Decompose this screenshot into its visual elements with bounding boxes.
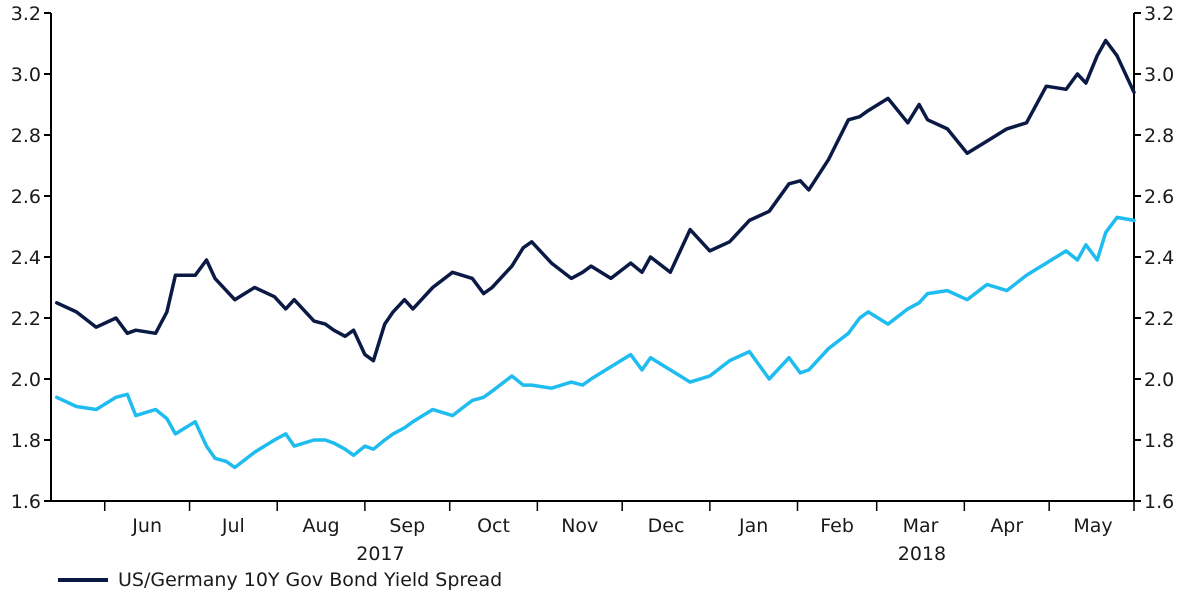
y-tick-label-right: 2.8: [1144, 125, 1174, 147]
y-tick-label-left: 2.6: [11, 186, 41, 208]
x-tick-label: Mar: [903, 515, 939, 537]
series-line-us-germany-spread: [54, 38, 1136, 363]
x-tick-label: Jan: [738, 515, 768, 537]
y-tick-label-right: 2.6: [1144, 186, 1174, 208]
series-layer: [54, 38, 1136, 470]
y-tick-label-right: 3.2: [1144, 3, 1174, 25]
y-tick-label-left: 1.6: [11, 491, 41, 513]
y-tick-label-left: 2.8: [11, 125, 41, 147]
legend: US/Germany 10Y Gov Bond Yield Spread: [58, 569, 502, 591]
y-tick-label-right: 2.4: [1144, 247, 1174, 269]
y-tick-label-right: 2.0: [1144, 369, 1174, 391]
y-tick-label-right: 1.6: [1144, 491, 1174, 513]
x-tick-label: May: [1073, 515, 1112, 537]
y-tick-label-left: 3.0: [11, 64, 41, 86]
x-tick-label: Jul: [221, 515, 245, 537]
y-tick-label-right: 2.2: [1144, 308, 1174, 330]
x-year-label: 2018: [898, 543, 946, 565]
y-tick-label-left: 2.2: [11, 308, 41, 330]
y-tick-label-left: 3.2: [11, 3, 41, 25]
plot-frame: [50, 13, 1135, 502]
y-tick-label-left: 1.8: [11, 430, 41, 452]
x-tick-label: Apr: [990, 515, 1023, 537]
x-tick-label: Nov: [561, 515, 598, 537]
y-tick-label-left: 2.0: [11, 369, 41, 391]
y-tick-label-right: 1.8: [1144, 430, 1174, 452]
legend-label: US/Germany 10Y Gov Bond Yield Spread: [118, 569, 503, 591]
x-tick-label: Jun: [131, 515, 162, 537]
ticks-layer: 1.6 1.6 1.8 1.8 2.0 2.0 2.2 2.2 2.4 2.4 2.6 2.6 2.8 2…: [11, 3, 1174, 565]
series-line-2: [54, 215, 1136, 470]
y-tick-label-left: 2.4: [11, 247, 41, 269]
y-tick-label-right: 3.0: [1144, 64, 1174, 86]
legend-swatch: [58, 578, 108, 582]
x-tick-label: Feb: [820, 515, 854, 537]
x-tick-label: Aug: [302, 515, 339, 537]
x-tick-label: Dec: [648, 515, 685, 537]
x-tick-label: Sep: [389, 515, 425, 537]
x-tick-label: Oct: [477, 515, 510, 537]
x-year-label: 2017: [356, 543, 404, 565]
